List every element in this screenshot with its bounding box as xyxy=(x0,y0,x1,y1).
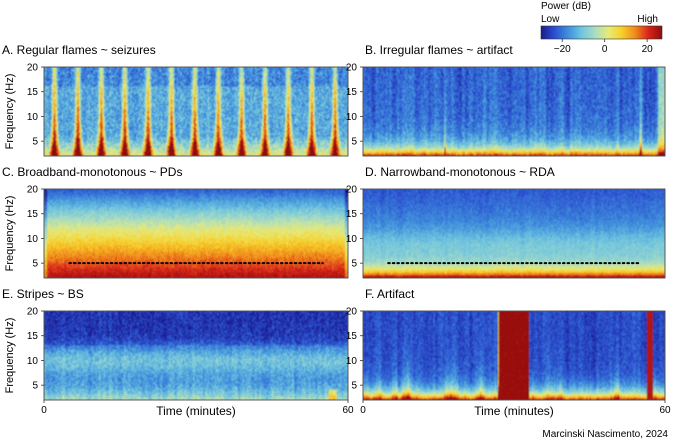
spectrogram-panels: A. Regular flames ~ seizures 5 10 15 20 Frequ… xyxy=(2,43,671,418)
colorbar-tick-label: 20 xyxy=(642,44,654,55)
colorbar-bar xyxy=(540,25,663,40)
y-tick-label: 10 xyxy=(27,234,39,245)
spectrogram-heatmap xyxy=(44,189,348,278)
plot-frame xyxy=(43,310,349,401)
colorbar-title: Power (dB) xyxy=(541,1,591,12)
colorbar-ticks: −20 0 20 xyxy=(554,39,653,55)
panel-title: F. Artifact xyxy=(365,287,415,301)
y-tick-label: 5 xyxy=(351,259,357,270)
y-tick-label: 5 xyxy=(351,137,357,148)
spectrogram-heatmap xyxy=(363,67,665,156)
x-axis-label: Time (minutes) xyxy=(474,404,554,418)
y-tick-label: 5 xyxy=(351,381,357,392)
colorbar-tick-label: −20 xyxy=(554,44,571,55)
spectrogram-heatmap xyxy=(44,67,348,156)
y-axis-label: Frequency (Hz) xyxy=(4,318,16,394)
panel-title: E. Stripes ~ BS xyxy=(2,287,84,301)
y-tick-label: 15 xyxy=(27,87,39,98)
y-tick-label: 15 xyxy=(346,209,358,220)
plot-frame xyxy=(43,66,349,157)
x-tick-label: 0 xyxy=(360,405,366,416)
spectrogram-heatmap xyxy=(363,189,665,278)
y-tick-label: 20 xyxy=(27,307,39,318)
y-tick-label: 5 xyxy=(32,137,38,148)
colorbar: Power (dB) Low High −20 0 20 xyxy=(540,1,663,55)
y-tick-label: 10 xyxy=(346,356,358,367)
plot-frame xyxy=(362,310,666,401)
x-tick-label: 60 xyxy=(342,405,354,416)
panel-f: F. Artifact 5 10 15 20 0 60 Time (minutes) xyxy=(346,287,671,418)
credit-text: Marcinski Nascimento, 2024 xyxy=(542,429,668,440)
spectrogram-heatmap xyxy=(44,311,348,400)
x-tick-label: 0 xyxy=(41,405,47,416)
panel-b: B. Irregular flames ~ artifact 5 10 15 20 xyxy=(346,43,666,157)
y-tick-label: 10 xyxy=(346,112,358,123)
panel-e: E. Stripes ~ BS 5 10 15 20 Frequency (Hz) 0 60 T… xyxy=(2,287,354,418)
colorbar-tick-label: 0 xyxy=(602,44,608,55)
y-tick-label: 10 xyxy=(346,234,358,245)
y-tick-label: 15 xyxy=(346,87,358,98)
plot-frame xyxy=(362,188,666,279)
y-tick-label: 20 xyxy=(346,307,358,318)
y-tick-label: 20 xyxy=(346,185,358,196)
panel-a: A. Regular flames ~ seizures 5 10 15 20 Frequ… xyxy=(2,43,349,157)
y-axis-label: Frequency (Hz) xyxy=(4,196,16,272)
y-tick-label: 5 xyxy=(32,381,38,392)
y-tick-label: 10 xyxy=(27,356,39,367)
plot-frame xyxy=(43,188,349,279)
y-tick-label: 10 xyxy=(27,112,39,123)
panel-title: D. Narrowband-monotonous ~ RDA xyxy=(365,165,555,179)
y-tick-label: 15 xyxy=(346,331,358,342)
spectrogram-heatmap xyxy=(363,311,665,400)
panel-title: A. Regular flames ~ seizures xyxy=(2,43,156,57)
y-tick-label: 20 xyxy=(346,63,358,74)
plot-frame xyxy=(362,66,666,157)
panel-title: B. Irregular flames ~ artifact xyxy=(365,43,513,57)
colorbar-low-label: Low xyxy=(541,14,560,25)
panel-c: C. Broadband-monotonous ~ PDs 5 10 15 20 Freq… xyxy=(2,165,349,279)
panel-d: D. Narrowband-monotonous ~ RDA 5 10 15 20 xyxy=(346,165,666,279)
y-tick-label: 20 xyxy=(27,63,39,74)
y-tick-label: 15 xyxy=(27,331,39,342)
colorbar-high-label: High xyxy=(637,14,658,25)
y-tick-label: 15 xyxy=(27,209,39,220)
y-tick-label: 20 xyxy=(27,185,39,196)
x-axis-label: Time (minutes) xyxy=(156,404,236,418)
y-tick-label: 5 xyxy=(32,259,38,270)
y-axis-label: Frequency (Hz) xyxy=(4,74,16,150)
x-tick-label: 60 xyxy=(659,405,671,416)
panel-title: C. Broadband-monotonous ~ PDs xyxy=(2,165,182,179)
